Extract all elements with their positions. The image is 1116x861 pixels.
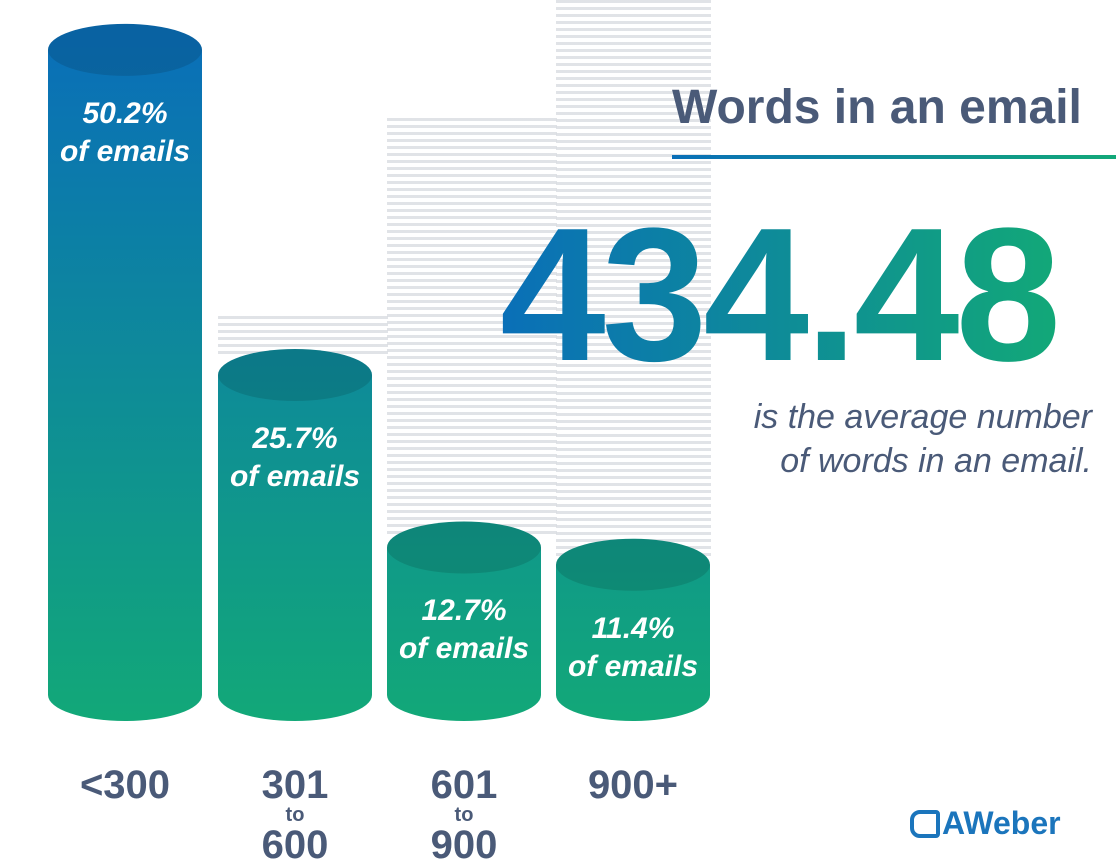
title-underline: [672, 155, 1116, 159]
value-label: 25.7% of emails: [215, 420, 375, 496]
value-label-line: of emails: [567, 649, 699, 683]
background-text-texture-1: [556, 0, 711, 560]
value-label: 50.2% of emails: [45, 95, 205, 171]
category-label: 900+: [553, 765, 713, 805]
logo-text: AWeber: [942, 805, 1061, 841]
caption-line: of words in an email.: [780, 442, 1092, 480]
caption-line: is the average number: [753, 398, 1092, 436]
bar-1: [218, 374, 372, 721]
bar-3: [556, 564, 710, 721]
category-label-part: to: [454, 804, 474, 826]
value-label-line: of emails: [59, 134, 191, 168]
value-label-line: of emails: [398, 632, 530, 666]
category-label-part: 301: [261, 763, 329, 807]
value-label: 11.4% of emails: [553, 610, 713, 686]
value-label-line: 12.7%: [421, 594, 507, 628]
category-label: <300: [45, 765, 205, 805]
category-label-part: 900: [430, 823, 498, 861]
category-label-part: 601: [430, 763, 498, 807]
average-number: 434.48: [500, 189, 1061, 401]
value-label-line: 25.7%: [252, 421, 338, 455]
average-caption: is the average number of words in an ema…: [692, 395, 1092, 483]
page-title: Words in an email: [672, 81, 1082, 134]
bar-2: [387, 547, 541, 721]
category-label-part: 900+: [587, 763, 679, 807]
category-label-part: to: [285, 804, 305, 826]
background-text-texture-2: [387, 118, 557, 538]
value-label-line: 11.4%: [591, 611, 675, 645]
bar-top-1: [218, 348, 372, 401]
category-label: 601 to 900: [384, 765, 544, 861]
logo-icon: [910, 809, 940, 838]
value-label: 12.7% of emails: [384, 592, 544, 668]
category-label-part: 600: [261, 823, 329, 861]
bar-top-3: [556, 538, 710, 591]
category-label-part: <300: [79, 763, 171, 807]
aweber-logo: AWeber: [910, 805, 1061, 842]
bar-top-0: [48, 23, 202, 76]
category-label: 301 to 600: [215, 765, 375, 861]
bar-top-2: [387, 521, 541, 574]
bar-0: [48, 49, 202, 721]
value-label-line: of emails: [229, 459, 361, 493]
value-label-line: 50.2%: [82, 96, 168, 130]
